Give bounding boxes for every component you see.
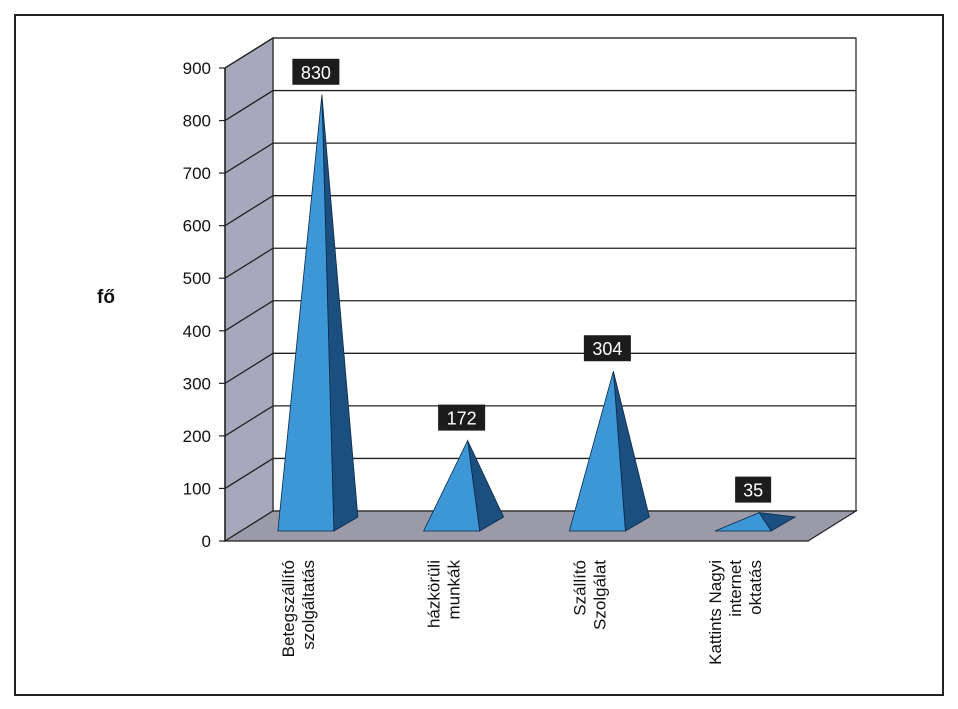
y-tick-label: 400	[183, 322, 211, 341]
data-label-box	[583, 335, 631, 362]
y-tick-label: 0	[202, 532, 211, 551]
gridline	[224, 89, 856, 122]
x-category-label-line: szolgáltatás	[299, 560, 318, 650]
x-category-label: Betegszállító szolgáltatás	[279, 560, 318, 657]
x-category-label-line: házkörüli	[425, 560, 444, 628]
data-label: 830	[301, 63, 331, 83]
gridline	[224, 195, 856, 227]
x-category-label-line: Kattints Nagyi	[706, 560, 725, 665]
data-label-box	[292, 58, 340, 85]
pyramid-bar	[277, 94, 335, 532]
y-tick-label: 300	[183, 374, 211, 393]
x-category-label: Kattints Nagyi internet oktatás	[706, 560, 765, 665]
floor	[222, 510, 859, 542]
gridline	[224, 300, 856, 332]
x-category-label: házkörüli munkák	[425, 560, 464, 629]
gridline	[224, 37, 856, 69]
x-category-label-line: Szállító	[570, 560, 589, 616]
data-label-box	[438, 404, 486, 431]
y-tick-label: 200	[183, 427, 211, 446]
pyramid-bar	[422, 439, 481, 532]
x-category-label-line: Betegszállító	[279, 560, 298, 657]
y-tick-label: 100	[183, 479, 211, 498]
x-category-label-line: Szolgálat	[590, 560, 609, 630]
x-category-label-line: oktatás	[746, 560, 765, 615]
gridline	[224, 457, 856, 489]
gridline	[224, 142, 856, 174]
y-tick-label: 600	[183, 217, 211, 236]
y-tick-label: 800	[183, 112, 211, 131]
data-label: 172	[447, 409, 477, 429]
x-category-label: Szállító Szolgálat	[570, 560, 609, 630]
y-tick-label: 700	[183, 164, 211, 183]
data-label: 35	[743, 481, 763, 501]
y-tick-label: 900	[183, 59, 211, 78]
gridline	[224, 352, 856, 384]
left-wall	[224, 36, 274, 543]
pyramid-bar	[714, 512, 772, 532]
data-label-box	[735, 476, 772, 503]
x-category-label-line: munkák	[445, 560, 464, 620]
back-wall	[272, 37, 857, 512]
data-label: 304	[592, 339, 622, 359]
x-category-label-line: internet	[726, 560, 745, 617]
gridline	[224, 405, 856, 437]
y-axis-label: fő	[97, 287, 115, 308]
y-tick-label: 500	[183, 269, 211, 288]
gridline	[224, 247, 856, 279]
pyramid-bar	[568, 371, 626, 532]
